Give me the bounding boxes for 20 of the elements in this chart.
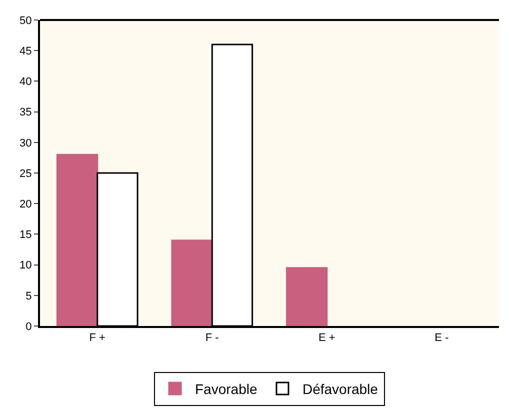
y-tick-label: 50 [20, 14, 32, 27]
legend-label: Défavorable [302, 380, 378, 397]
y-tick-label: 30 [20, 137, 32, 150]
x-tick-label: F + [89, 332, 106, 344]
x-tick-label: E - [434, 332, 449, 344]
y-tick-label: 20 [20, 198, 32, 210]
bar [171, 240, 213, 326]
legend-label: Favorable [195, 380, 258, 397]
y-tick-label: 35 [20, 106, 32, 119]
y-tick-label: 10 [20, 260, 32, 272]
bar [286, 267, 328, 326]
bar [56, 154, 98, 326]
y-tick-label: 15 [20, 229, 32, 242]
x-tick-label: E + [318, 332, 336, 344]
y-tick-label: 40 [20, 76, 32, 88]
y-tick-label: 25 [20, 168, 32, 180]
y-tick-label: 0 [26, 320, 32, 333]
x-tick-label: F - [205, 332, 220, 344]
y-tick-label: 45 [20, 45, 32, 58]
y-tick-label: 5 [26, 290, 32, 302]
